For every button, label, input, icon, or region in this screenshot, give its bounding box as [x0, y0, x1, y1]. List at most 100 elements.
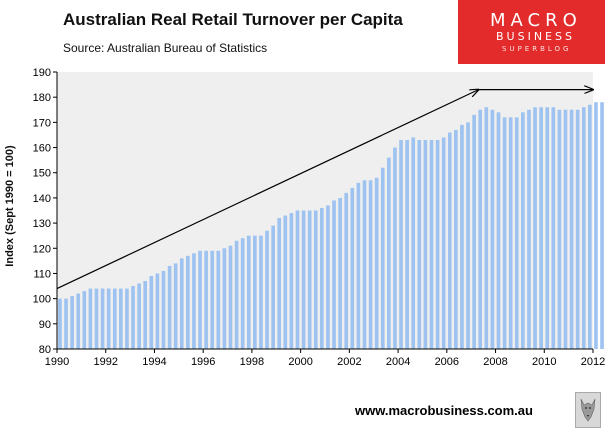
bar [380, 167, 385, 349]
y-tick-label: 80 [39, 344, 51, 356]
bar [527, 109, 531, 350]
bar [167, 265, 172, 349]
trend-annotations [56, 90, 593, 290]
bar [362, 180, 367, 349]
y-tick-label: 110 [33, 268, 51, 280]
bar [466, 122, 470, 349]
bar [259, 235, 263, 349]
bar [106, 288, 111, 349]
bar [161, 270, 166, 349]
bar [588, 104, 592, 350]
y-tick-label: 190 [33, 67, 51, 79]
bar [76, 293, 81, 349]
bar [545, 107, 550, 349]
bar [490, 109, 495, 350]
bar [478, 109, 483, 350]
bar [253, 235, 257, 349]
bar [508, 117, 513, 349]
bar [411, 137, 416, 349]
bar [155, 273, 160, 349]
bar [447, 132, 452, 349]
bar [186, 255, 190, 349]
bar [429, 139, 434, 349]
y-tick-label: 150 [33, 168, 51, 180]
bar [289, 213, 294, 349]
bar [368, 180, 373, 349]
y-tick-label: 120 [33, 243, 51, 255]
bar [198, 250, 202, 349]
bar [435, 139, 440, 349]
bar [125, 288, 129, 349]
footer-url[interactable]: www.macrobusiness.com.au [355, 403, 533, 418]
bar [173, 263, 178, 349]
bar [179, 258, 184, 349]
macrobusiness-logo[interactable]: MACRO BUSINESS SUPERBLOG [458, 0, 605, 64]
y-tick-label: 140 [33, 193, 51, 205]
bar [484, 107, 489, 349]
bar [581, 107, 586, 349]
bar [332, 200, 336, 349]
chart-source: Source: Australian Bureau of Statistics [63, 41, 268, 55]
bar [551, 107, 556, 349]
y-tick-label: 170 [33, 117, 51, 129]
bar [441, 137, 446, 349]
chart-title: Australian Real Retail Turnover per Capi… [63, 10, 403, 29]
bar [320, 207, 324, 349]
bar [307, 210, 312, 349]
bar [563, 109, 568, 350]
bar [496, 112, 501, 349]
bar [295, 210, 300, 349]
bar [112, 288, 117, 349]
bar [393, 147, 397, 349]
bar [301, 210, 306, 349]
x-tick-label: 2004 [386, 356, 410, 368]
bar [100, 288, 105, 349]
bar [271, 225, 275, 349]
bar [356, 182, 361, 349]
bar [82, 291, 87, 349]
bar [575, 109, 580, 350]
bar [210, 250, 215, 349]
bar [119, 288, 123, 349]
bar [539, 107, 543, 349]
bar [265, 230, 269, 349]
bar [240, 238, 245, 349]
wolf-icon [575, 392, 601, 428]
x-tick-label: 2006 [435, 356, 459, 368]
bar [192, 253, 196, 349]
bar [228, 245, 233, 349]
bar [600, 102, 604, 349]
bar [594, 102, 598, 349]
bar [277, 218, 282, 349]
x-tick-label: 1998 [240, 356, 264, 368]
logo-line-2: BUSINESS [496, 30, 575, 43]
logo-line-1: MACRO [490, 10, 582, 31]
bar [313, 210, 318, 349]
y-tick-label: 90 [39, 319, 51, 331]
x-tick-label: 1992 [93, 356, 117, 368]
bar [326, 205, 330, 349]
x-tick-label: 2010 [532, 356, 556, 368]
bar [246, 235, 251, 349]
bar [216, 250, 221, 349]
bar [58, 298, 62, 349]
x-tick-label: 2012 [581, 356, 605, 368]
bar [88, 288, 93, 349]
bar [204, 250, 208, 349]
bar [502, 117, 507, 349]
y-tick-label: 130 [33, 218, 51, 230]
y-tick-label: 100 [33, 294, 51, 306]
bar [137, 283, 141, 349]
bar [64, 298, 68, 349]
x-tick-label: 1990 [45, 356, 69, 368]
bar [569, 109, 574, 350]
axes: 80 90 100 110 120 130 140 150 160 170 180 190 1990 19… [33, 67, 605, 368]
bar-series [58, 102, 604, 350]
bar [143, 281, 148, 349]
bar [149, 275, 154, 349]
bar [454, 129, 458, 349]
bar [70, 296, 74, 349]
bar [472, 114, 476, 349]
bar [94, 288, 99, 349]
bar [350, 187, 355, 349]
